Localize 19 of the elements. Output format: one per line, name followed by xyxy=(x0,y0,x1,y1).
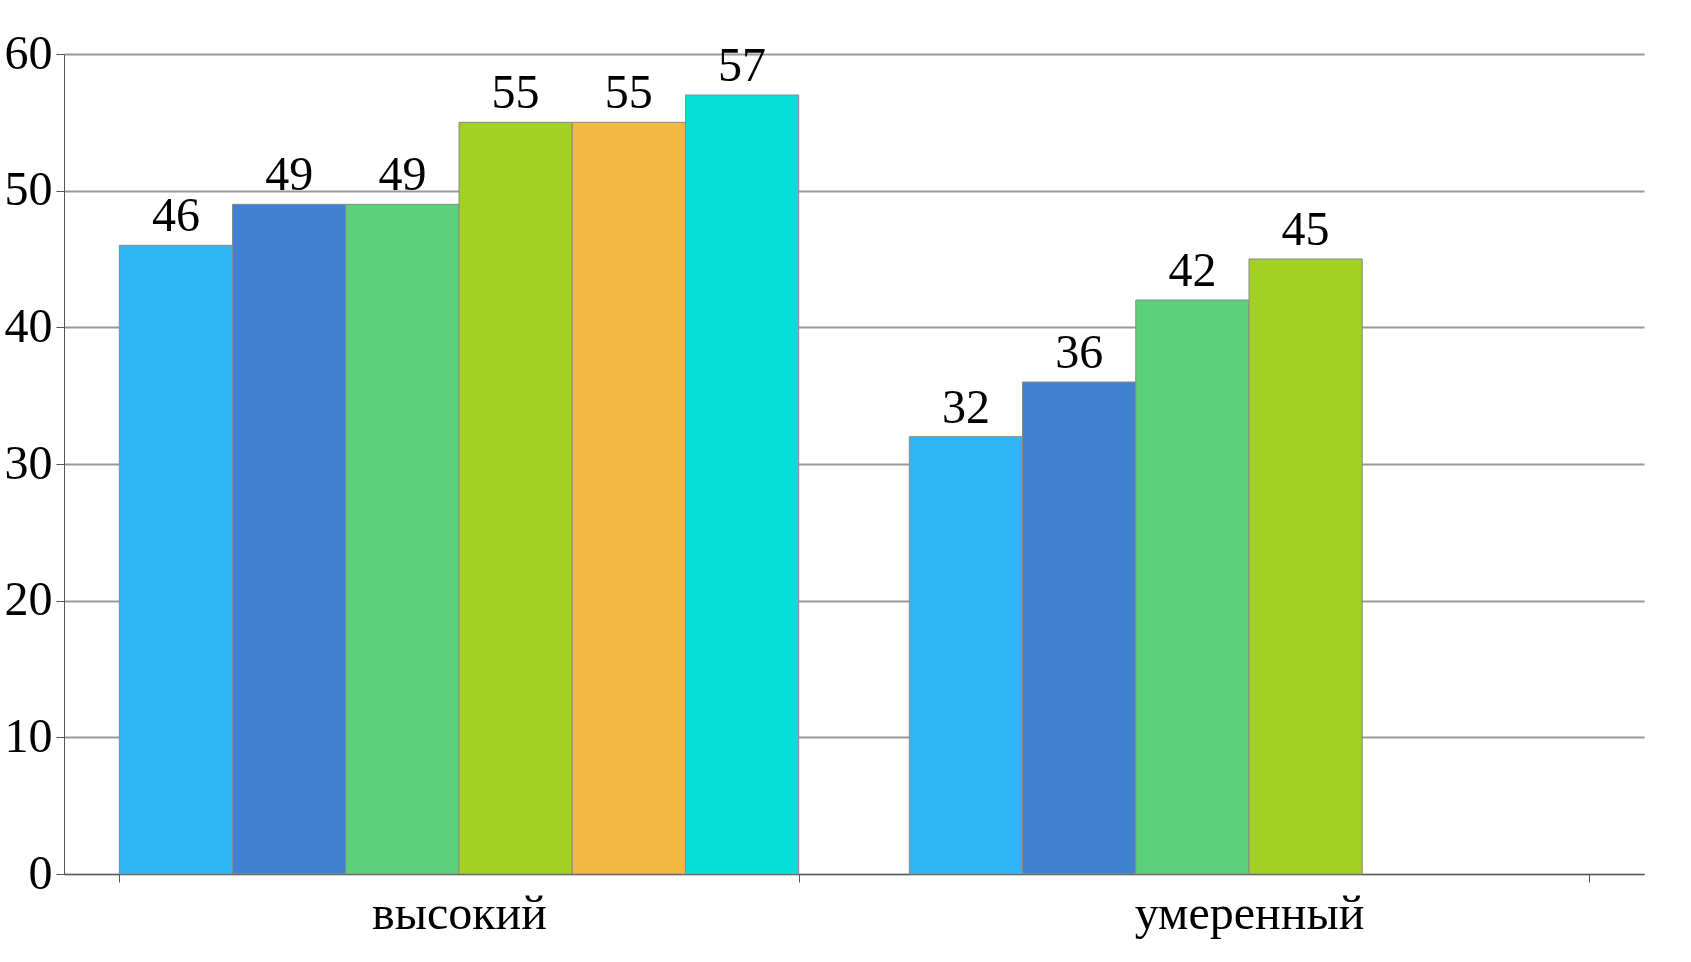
y-tick-label: 20 xyxy=(4,572,53,626)
data-label: 55 xyxy=(491,65,540,119)
data-label: 46 xyxy=(151,188,200,242)
y-tick-label: 30 xyxy=(4,435,53,489)
data-label: 49 xyxy=(265,147,314,201)
y-tick-label: 10 xyxy=(4,708,53,762)
x-tick-label: высокий xyxy=(372,885,547,939)
data-label: 42 xyxy=(1168,243,1217,296)
y-tick-label: 0 xyxy=(28,845,53,899)
data-label: 45 xyxy=(1281,202,1330,255)
data-label: 57 xyxy=(718,38,767,91)
data-label: 55 xyxy=(604,65,653,119)
y-tick-label: 50 xyxy=(4,162,53,216)
data-label: 49 xyxy=(378,147,427,201)
data-label: 32 xyxy=(941,379,990,433)
x-tick-label: умеренный xyxy=(1134,885,1365,939)
data-label: 36 xyxy=(1055,325,1104,378)
y-tick-label: 60 xyxy=(4,25,53,79)
y-tick-label: 40 xyxy=(4,298,53,352)
